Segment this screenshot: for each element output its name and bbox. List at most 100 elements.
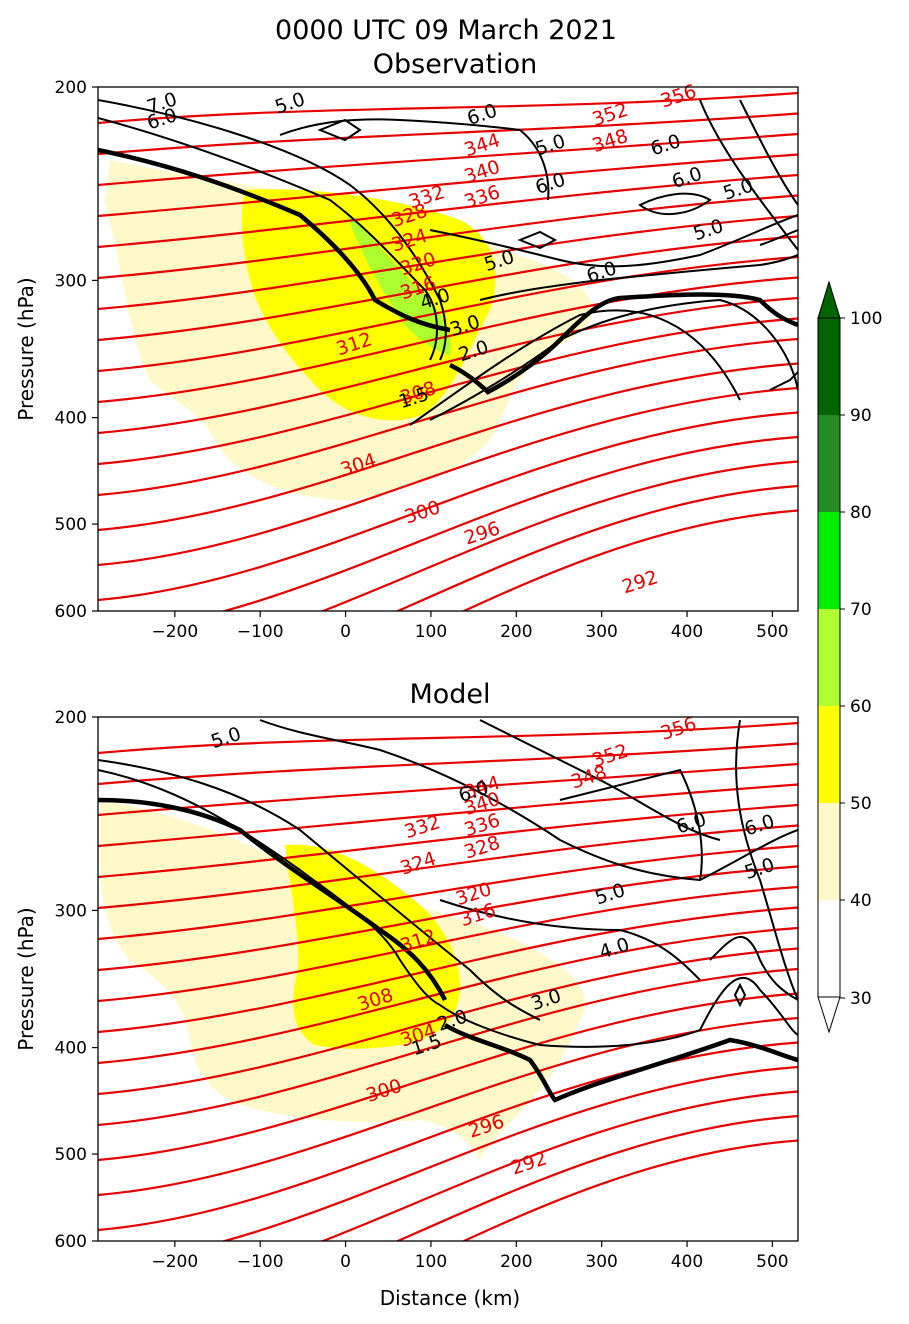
y-tick-label: 500: [55, 1145, 87, 1165]
pv-contour-line: [709, 935, 798, 1001]
isentrope-line: [98, 926, 798, 1065]
colorbar-tick-label: 40: [850, 891, 872, 911]
x-tick-label: 300: [585, 622, 617, 642]
y-tick-label: 200: [55, 78, 87, 98]
pv-contour-line: [448, 292, 798, 395]
panel-observation: 3563523483443403363323283243203163123083…: [14, 78, 799, 642]
x-tick-label: 500: [756, 1252, 788, 1272]
isentrope-line: [98, 906, 798, 1034]
isentrope-line: [98, 296, 798, 435]
pv-contour-line: [429, 298, 798, 421]
isentrope-line: [98, 337, 798, 497]
isentrope-line: [98, 885, 798, 1003]
isentrope-line: [98, 1016, 798, 1197]
axes-frame-model: [97, 716, 799, 1242]
y-tick-label: 300: [55, 271, 87, 291]
pv-contours-observation: [98, 99, 798, 426]
isentrope-line: [98, 721, 798, 755]
pv-contour-line: [559, 768, 703, 881]
pv-contour-line: [479, 254, 798, 301]
pv-contour-line: [98, 759, 541, 1021]
y-tick-label: 500: [55, 515, 87, 535]
axis-ticks-model: −200 −100 0 100 200 300 400 500 200 300 400 500 600: [55, 708, 789, 1272]
pv-contour-line: [98, 769, 441, 1006]
isentrope-line: [98, 255, 798, 373]
panel-model: Model 3563523483443403363323283243203163…: [14, 679, 799, 1310]
isentrope-line: [98, 276, 798, 404]
pv-contour-line: [769, 371, 798, 391]
isentrope-line: [98, 992, 798, 1162]
pv-contour-line: [409, 309, 741, 426]
pv-contours-model: [98, 719, 798, 1103]
isentrope-line: [98, 947, 798, 1096]
colorbar-tick-label: 70: [850, 600, 872, 620]
isentrope-line: [98, 362, 798, 532]
colorbar-segment: [818, 706, 840, 803]
isentrope-line: [395, 484, 798, 611]
colorbar-extend-min: [817, 996, 841, 1034]
isentrope-line: [319, 460, 798, 611]
pv-contour-line: [443, 1023, 798, 1103]
pv-contour-line: [759, 229, 798, 246]
colorbar-tick-label: 50: [850, 794, 872, 814]
isentrope-line: [98, 153, 798, 218]
figure-title: 0000 UTC 09 March 2021: [275, 15, 617, 46]
pv-contour-line: [439, 899, 701, 981]
y-tick-label: 600: [55, 602, 87, 622]
isentrope-line: [319, 1090, 798, 1241]
theta-contours-observation: [98, 91, 798, 611]
colorbar-tick-label: 100: [850, 309, 882, 329]
x-tick-label: 400: [671, 1252, 703, 1272]
isentrope-line: [98, 844, 798, 941]
theta-contours-model: [98, 721, 798, 1241]
colorbar-segment: [818, 512, 840, 609]
isentrope-line: [220, 1065, 798, 1241]
y-tick-label: 400: [55, 409, 87, 429]
colorbar-tick-label: 80: [850, 503, 872, 523]
isentrope-line: [98, 411, 798, 602]
panel-title-model: Model: [409, 679, 490, 710]
pv-contour-line: [733, 982, 747, 1008]
isentrope-line: [98, 91, 798, 125]
pv-contour-line: [429, 214, 798, 268]
colorbar-segment: [818, 803, 840, 900]
pv-contour-line: [98, 99, 447, 361]
x-tick-label: 500: [756, 622, 788, 642]
y-axis-label-model: Pressure (hPa): [14, 907, 38, 1050]
isentrope-line: [98, 762, 798, 817]
isentrope-line: [461, 1139, 798, 1241]
pv-contour-line: [739, 99, 798, 206]
pv-contour-line: [735, 719, 798, 1001]
x-tick-label: 300: [585, 1252, 617, 1272]
x-tick-label: 200: [500, 1252, 532, 1272]
isentrope-line: [98, 865, 798, 972]
axes-frame-observation: [97, 86, 799, 612]
x-tick-label: 100: [415, 622, 447, 642]
colorbar-segment: [818, 900, 840, 997]
colorbar-tick-label: 60: [850, 697, 872, 717]
x-tick-label: 0: [340, 622, 351, 642]
x-axis-label-model: Distance (km): [380, 1286, 520, 1310]
y-tick-label: 300: [55, 901, 87, 921]
y-tick-label: 600: [55, 1232, 87, 1252]
colorbar-tick-label: 90: [850, 406, 872, 426]
isentrope-line: [98, 173, 798, 249]
y-tick-label: 200: [55, 708, 87, 728]
isentrope-line: [220, 435, 798, 611]
pv-contour-line: [638, 192, 712, 216]
isentrope-line: [98, 967, 798, 1127]
panel-title-observation: Observation: [373, 49, 537, 80]
isentrope-line: [98, 1041, 798, 1232]
pv-contour-line: [98, 117, 438, 361]
x-tick-label: 200: [500, 622, 532, 642]
colorbar: 30 40 50 60 70 80 90 100: [817, 280, 882, 1034]
x-tick-label: 400: [671, 622, 703, 642]
x-tick-label: −200: [151, 1252, 198, 1272]
x-tick-label: 0: [340, 1252, 351, 1272]
isentrope-line: [98, 783, 798, 848]
x-tick-label: −200: [151, 622, 198, 642]
contour-labels-model: 3563523483443403363323283243203163123083…: [208, 713, 777, 1180]
pv-contour-line: [699, 99, 798, 251]
colorbar-segment: [818, 415, 840, 512]
